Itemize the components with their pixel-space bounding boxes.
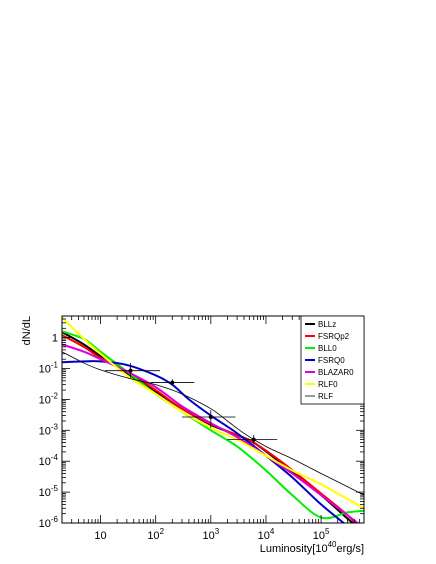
legend-entry-fsrq0: FSRQ0	[305, 356, 345, 365]
legend-label: RLF	[318, 392, 333, 401]
legend-entry-rlf0: RLF0	[305, 380, 338, 389]
y-tick-label: 10-5	[39, 484, 59, 499]
point-marker	[170, 380, 175, 385]
point-marker	[251, 437, 256, 442]
data-points	[104, 363, 278, 445]
legend-entry-bll0: BLL0	[305, 344, 337, 353]
y-tick-label: 10-1	[39, 360, 59, 375]
x-axis-title: Luminosity[1040erg/s]	[260, 540, 364, 555]
data-point-3	[181, 410, 236, 428]
axes: 10 102 103 104 105 1 10-1 10-2 10-3 10-4 10-5 10-6 L…	[21, 315, 365, 555]
legend-entry-rlf: RLF	[305, 392, 333, 401]
legend: BLLz FSRQp2 BLL0 FSRQ0 BLAZAR0 RLF0 RLF	[300, 315, 365, 405]
legend-label: BLL0	[318, 344, 337, 353]
legend-label: FSRQ0	[318, 356, 345, 365]
y-axis-title: dN/dL	[21, 316, 33, 345]
legend-label: BLLz	[318, 320, 336, 329]
series-line-fsrq0	[62, 360, 346, 523]
y-tick-label: 10-3	[39, 422, 59, 437]
x-tick-label: 104	[258, 527, 275, 542]
point-marker	[208, 414, 213, 419]
series-line-rlf	[62, 351, 364, 496]
legend-label: FSRQp2	[318, 332, 350, 341]
legend-entry-fsrqp2: FSRQp2	[305, 332, 350, 341]
data-point-1	[104, 363, 161, 378]
data-point-4	[227, 435, 278, 445]
y-tick-label: 10-4	[39, 453, 59, 468]
x-tick-label: 105	[313, 527, 330, 542]
plot-frame	[61, 315, 365, 524]
y-tick-label: 10-6	[39, 515, 59, 530]
y-tick-label: 1	[52, 333, 58, 345]
legend-label: RLF0	[318, 380, 338, 389]
y-tick-label: 10-2	[39, 391, 59, 406]
point-marker	[128, 368, 133, 373]
legend-entry-blazar0: BLAZAR0	[305, 368, 354, 377]
legend-label: BLAZAR0	[318, 368, 354, 377]
x-tick-label: 10	[94, 530, 106, 542]
x-tick-label: 103	[202, 527, 219, 542]
legend-box	[300, 315, 365, 405]
x-tick-label: 102	[147, 527, 164, 542]
legend-entry-bllz: BLLz	[305, 320, 336, 329]
data-point-2	[150, 379, 195, 386]
